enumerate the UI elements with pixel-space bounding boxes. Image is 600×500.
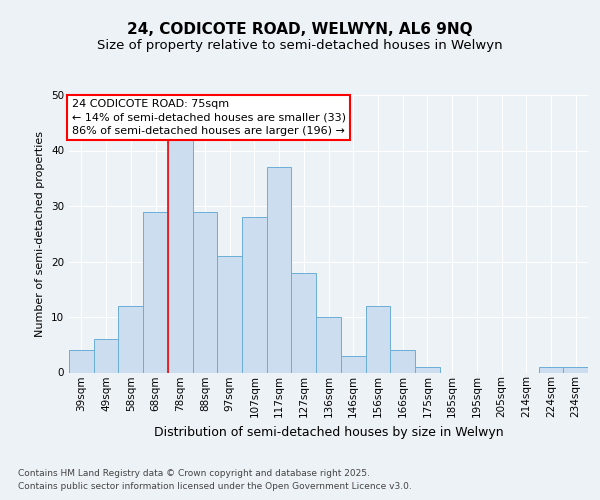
Bar [242,217,267,372]
Text: 24 CODICOTE ROAD: 75sqm
← 14% of semi-detached houses are smaller (33)
86% of se: 24 CODICOTE ROAD: 75sqm ← 14% of semi-de… [71,99,346,136]
Bar [193,212,217,372]
Y-axis label: Number of semi-detached properties: Number of semi-detached properties [35,130,46,337]
Bar [168,140,193,372]
Bar [292,272,316,372]
Bar [539,367,563,372]
Text: Contains HM Land Registry data © Crown copyright and database right 2025.
Contai: Contains HM Land Registry data © Crown c… [18,469,412,491]
Bar [217,256,242,372]
Bar [341,356,365,372]
X-axis label: Distribution of semi-detached houses by size in Welwyn: Distribution of semi-detached houses by … [154,426,503,438]
Bar [563,367,588,372]
Bar [390,350,415,372]
Text: 24, CODICOTE ROAD, WELWYN, AL6 9NQ: 24, CODICOTE ROAD, WELWYN, AL6 9NQ [127,22,473,38]
Bar [316,317,341,372]
Bar [69,350,94,372]
Bar [94,339,118,372]
Bar [267,167,292,372]
Bar [143,212,168,372]
Bar [118,306,143,372]
Bar [415,367,440,372]
Bar [365,306,390,372]
Text: Size of property relative to semi-detached houses in Welwyn: Size of property relative to semi-detach… [97,38,503,52]
